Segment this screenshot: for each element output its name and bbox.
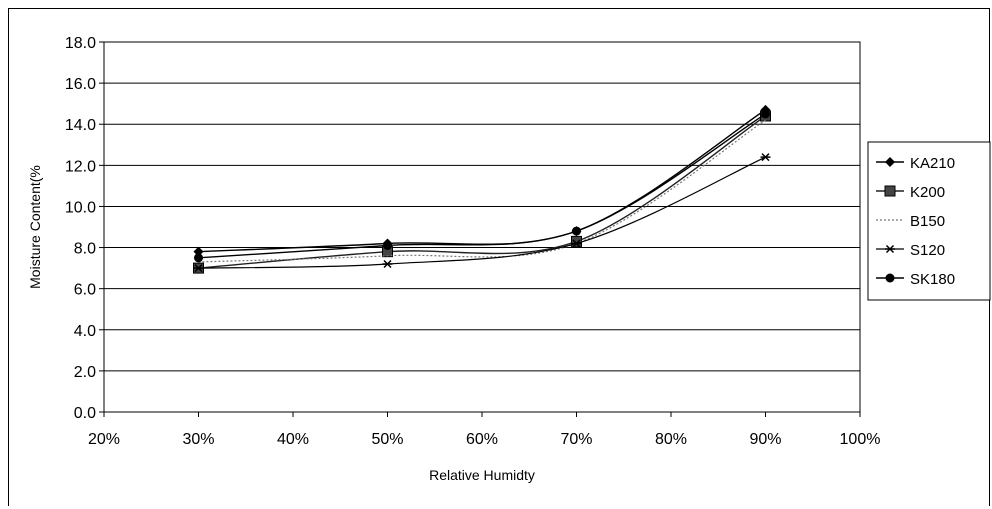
data-point-s120 — [193, 264, 204, 273]
y-tick-label: 16.0 — [65, 76, 96, 93]
y-axis-title: Moisture Content(% — [27, 165, 43, 289]
x-axis-title: Relative Humidty — [429, 467, 535, 483]
y-tick-label: 4.0 — [74, 323, 96, 340]
y-tick-label: 8.0 — [74, 241, 96, 258]
y-tick-label: 0.0 — [74, 405, 96, 422]
data-point-sk180 — [383, 241, 392, 250]
legend-marker-k200 — [884, 185, 896, 197]
x-tick-label: 80% — [655, 431, 687, 448]
legend: KA210 K200 B150 S120 SK180 — [867, 141, 991, 301]
series-line-b150 — [198, 119, 766, 263]
series-lines — [193, 104, 771, 274]
series-line-s120 — [198, 156, 766, 269]
x-tick-label: 100% — [840, 431, 881, 448]
series-line-sk180 — [198, 113, 766, 259]
legend-label-k200: K200 — [910, 184, 945, 201]
data-point-s120 — [571, 239, 582, 248]
legend-label-sk180: SK180 — [910, 271, 955, 288]
x-tick-label: 40% — [277, 431, 309, 448]
legend-label-b150: B150 — [910, 213, 945, 230]
y-tick-label: 12.0 — [65, 158, 96, 175]
data-point-s120 — [760, 153, 771, 162]
x-tick-label: 50% — [371, 431, 403, 448]
x-tick-label: 20% — [88, 431, 120, 448]
x-tick-label: 90% — [749, 431, 781, 448]
data-point-sk180 — [761, 109, 770, 119]
x-tick-labels: 20% 30% 40% 50% 60% 70% 80% 90% 100% — [88, 412, 880, 448]
data-point-sk180 — [572, 226, 581, 236]
y-tick-label: 14.0 — [65, 117, 96, 134]
plot-area — [103, 41, 861, 413]
series-line-k200 — [198, 115, 766, 269]
legend-marker-sk180 — [885, 273, 895, 283]
y-tick-label: 6.0 — [74, 282, 96, 299]
y-tick-label: 2.0 — [74, 364, 96, 381]
x-tick-label: 60% — [466, 431, 498, 448]
gridlines — [104, 82, 860, 372]
y-tick-label: 18.0 — [65, 35, 96, 52]
x-tick-label: 70% — [560, 431, 592, 448]
legend-label-ka210: KA210 — [910, 155, 955, 172]
y-tick-label: 10.0 — [65, 199, 96, 216]
data-point-s120 — [382, 259, 393, 269]
legend-box — [867, 141, 991, 301]
legend-marker-ka210 — [885, 157, 895, 167]
legend-label-s120: S120 — [910, 242, 945, 259]
legend-marker-s120 — [885, 244, 895, 254]
data-point-sk180 — [194, 253, 203, 263]
x-tick-label: 30% — [182, 431, 214, 448]
y-tick-labels: 0.0 2.0 4.0 6.0 8.0 10.0 12.0 14.0 16.0 18.0 — [65, 35, 104, 422]
